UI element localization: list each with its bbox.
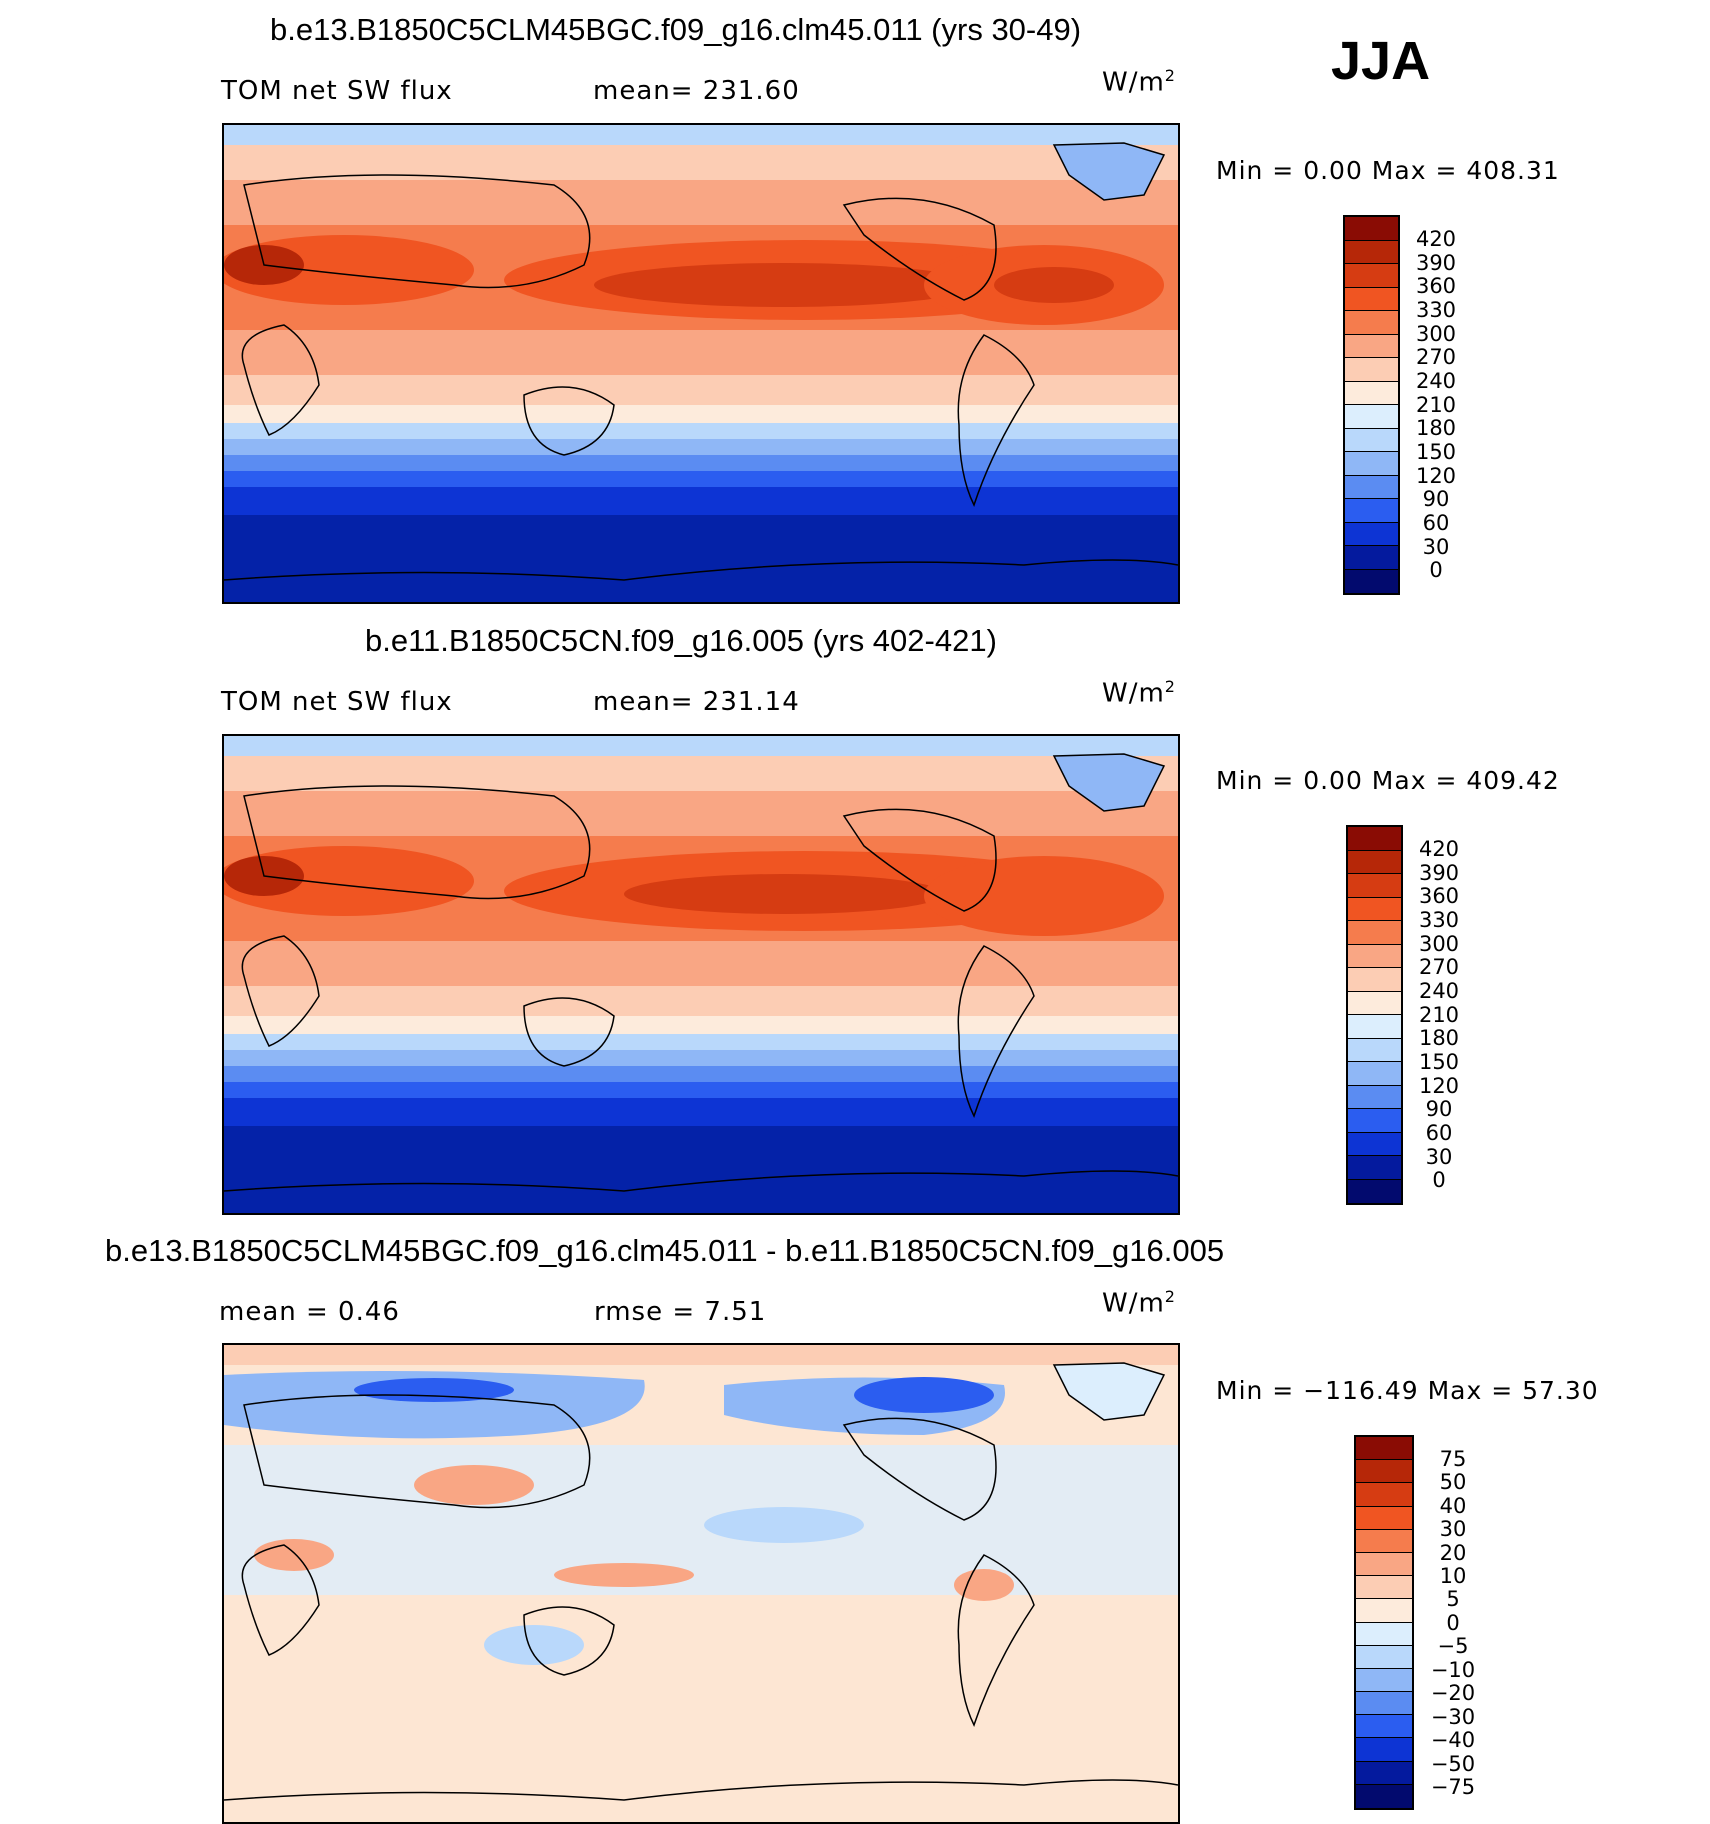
tick: 390	[1415, 251, 1457, 275]
panel3-title: b.e13.B1850C5CLM45BGC.f09_g16.clm45.011 …	[105, 1233, 1225, 1268]
panel1-minmax: Min = 0.00 Max = 408.31	[1216, 156, 1560, 185]
tick: 330	[1415, 298, 1457, 322]
panel2-mean-label: mean= 231.14	[593, 687, 800, 717]
panel1-colorbar	[1343, 215, 1400, 595]
panel3-map	[222, 1343, 1180, 1824]
season-label: JJA	[1331, 31, 1431, 91]
tick: 300	[1415, 322, 1457, 346]
tick: 240	[1418, 979, 1460, 1003]
tick: 5	[1446, 1587, 1460, 1611]
panel2-variable-label: TOM net SW flux	[221, 687, 453, 717]
tick: 0	[1429, 558, 1443, 582]
panel2-colorbar	[1346, 825, 1403, 1205]
tick: 20	[1439, 1541, 1467, 1565]
tick: −10	[1430, 1658, 1476, 1682]
tick: 180	[1415, 416, 1457, 440]
panel2-title: b.e11.B1850C5CN.f09_g16.005 (yrs 402-421…	[365, 623, 997, 658]
tick: 360	[1418, 884, 1460, 908]
panel1-map	[222, 123, 1180, 604]
panel2-minmax: Min = 0.00 Max = 409.42	[1216, 766, 1560, 795]
tick: 90	[1425, 1097, 1453, 1121]
tick: 210	[1415, 393, 1457, 417]
tick: 210	[1418, 1003, 1460, 1027]
tick: −75	[1430, 1775, 1476, 1799]
panel3-units: W/m2	[1102, 1287, 1176, 1319]
tick: 120	[1415, 464, 1457, 488]
tick: 150	[1415, 440, 1457, 464]
tick: −5	[1437, 1634, 1469, 1658]
panel1-variable-label: TOM net SW flux	[221, 76, 453, 106]
tick: 180	[1418, 1026, 1460, 1050]
tick: 50	[1439, 1470, 1467, 1494]
panel1-units: W/m2	[1102, 66, 1176, 98]
tick: −20	[1430, 1681, 1476, 1705]
panel3-mean-label: mean = 0.46	[219, 1297, 400, 1327]
tick: 120	[1418, 1074, 1460, 1098]
tick: 270	[1418, 955, 1460, 979]
tick: 0	[1446, 1611, 1460, 1635]
tick: 30	[1439, 1517, 1467, 1541]
tick: 420	[1418, 837, 1460, 861]
tick: 330	[1418, 908, 1460, 932]
tick: 360	[1415, 274, 1457, 298]
tick: −30	[1430, 1705, 1476, 1729]
tick: 60	[1422, 511, 1450, 535]
tick: 75	[1439, 1447, 1467, 1471]
tick: 90	[1422, 487, 1450, 511]
tick: 30	[1422, 535, 1450, 559]
tick: 300	[1418, 932, 1460, 956]
panel1-mean-label: mean= 231.60	[593, 76, 800, 106]
tick: 40	[1439, 1494, 1467, 1518]
tick: −50	[1430, 1752, 1476, 1776]
panel3-colorbar	[1354, 1435, 1414, 1810]
panel2-map	[222, 734, 1180, 1215]
tick: 150	[1418, 1050, 1460, 1074]
panel1-title: b.e13.B1850C5CLM45BGC.f09_g16.clm45.011 …	[270, 12, 1082, 47]
tick: 240	[1415, 369, 1457, 393]
panel3-rmse-label: rmse = 7.51	[594, 1297, 767, 1327]
panel2-units: W/m2	[1102, 677, 1176, 709]
panel3-minmax: Min = −116.49 Max = 57.30	[1216, 1376, 1599, 1405]
tick: 60	[1425, 1121, 1453, 1145]
tick: −40	[1430, 1728, 1476, 1752]
tick: 0	[1432, 1168, 1446, 1192]
tick: 390	[1418, 861, 1460, 885]
tick: 10	[1439, 1564, 1467, 1588]
tick: 30	[1425, 1145, 1453, 1169]
tick: 270	[1415, 345, 1457, 369]
tick: 420	[1415, 227, 1457, 251]
